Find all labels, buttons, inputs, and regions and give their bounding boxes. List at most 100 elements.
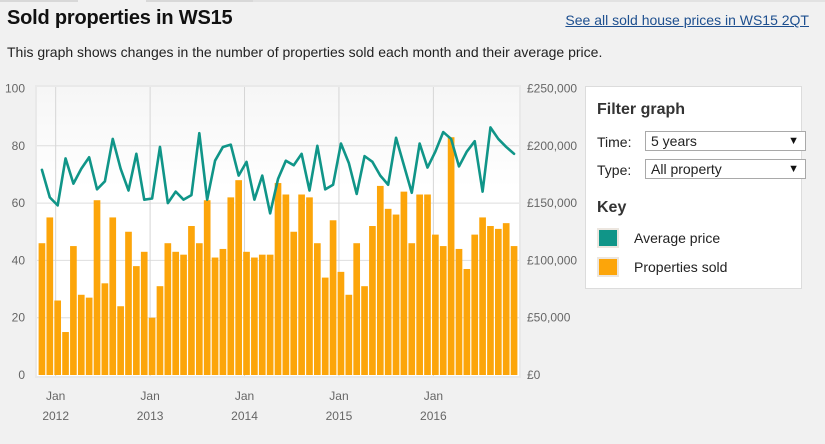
bar (369, 226, 376, 375)
properties-sold-bars (38, 137, 518, 375)
see-all-sold-prices-link[interactable]: See all sold house prices in WS15 2QT (565, 12, 809, 28)
bar (85, 297, 93, 375)
bar (243, 251, 250, 375)
bar (70, 246, 77, 375)
x-axis-month-label: Jan (329, 389, 348, 403)
right-axis-tick-label: £200,000 (527, 139, 577, 153)
left-axis-tick-label: 40 (12, 253, 26, 267)
right-axis-tick-label: £100,000 (527, 253, 577, 267)
bar (172, 251, 180, 375)
bar (251, 257, 258, 375)
left-axis-tick-label: 100 (5, 82, 25, 96)
right-axis-tick-label: £0 (527, 368, 541, 382)
bar (274, 183, 282, 375)
bar (140, 251, 148, 375)
right-axis-tick-label: £250,000 (527, 82, 577, 96)
dropdown-arrow-icon: ▼ (788, 135, 799, 147)
bar (266, 254, 274, 375)
bar (408, 243, 416, 375)
bar (77, 294, 85, 375)
x-axis-month-label: Jan (140, 389, 159, 403)
tab-strip-edge (0, 0, 825, 3)
bar (38, 243, 46, 375)
bar (447, 137, 455, 375)
bar (487, 226, 494, 375)
x-axis-year-label: 2016 (420, 409, 447, 423)
x-axis-month-label: Jan (46, 389, 65, 403)
x-axis-year-label: 2013 (137, 409, 164, 423)
bar (93, 200, 101, 375)
bar (306, 197, 313, 375)
bar (46, 217, 54, 375)
filter-graph-panel: Filter graph Time: 5 years ▼ Type: All p… (585, 86, 806, 289)
type-label: Type: (597, 162, 632, 178)
left-axis-tick-label: 20 (12, 311, 26, 325)
bar (164, 243, 172, 375)
bar (502, 223, 510, 375)
bar (510, 246, 518, 375)
x-axis-month-label: Jan (424, 389, 443, 403)
right-axis-ticks: £0 £50,000 £100,000 £150,000 £200,000 £250,00… (527, 82, 577, 383)
bar (479, 217, 486, 375)
dropdown-arrow-icon: ▼ (788, 163, 799, 175)
x-axis-year-label: 2012 (42, 409, 69, 423)
bar (432, 234, 439, 375)
bar (117, 306, 124, 375)
key-label: Properties sold (634, 259, 728, 275)
bar (125, 231, 132, 375)
average-price-line (40, 126, 516, 215)
bar (424, 194, 431, 375)
bar (384, 208, 392, 375)
bar (258, 254, 266, 375)
key-label: Average price (634, 230, 721, 246)
bar (471, 234, 479, 375)
bar (156, 286, 164, 375)
type-select-value: All property (651, 161, 722, 177)
time-label: Time: (597, 134, 632, 150)
bar (235, 180, 242, 375)
right-axis-tick-label: £50,000 (527, 311, 571, 325)
right-axis-tick-label: £150,000 (527, 196, 577, 210)
key-heading: Key (597, 199, 627, 216)
graph-description: This graph shows changes in the number o… (7, 44, 603, 60)
bar (361, 286, 368, 375)
bar (290, 231, 298, 375)
bar (337, 271, 345, 375)
bar (463, 268, 471, 375)
bar (203, 200, 211, 375)
bar (329, 220, 337, 375)
bar (298, 194, 305, 375)
x-axis-month-label: Jan (235, 389, 254, 403)
bar (400, 191, 408, 375)
average-price-swatch (597, 228, 619, 248)
bar (416, 194, 423, 375)
left-axis-ticks: 0 20 40 60 80 100 (5, 82, 25, 383)
bar (211, 257, 219, 375)
time-select-value: 5 years (651, 133, 697, 149)
left-axis-tick-label: 80 (12, 139, 26, 153)
bar (439, 246, 447, 375)
sold-properties-chart: 0 20 40 60 80 100 £0 £50,000 £100,000 £150,000 £2… (5, 82, 577, 424)
bar (109, 217, 117, 375)
properties-sold-swatch (597, 257, 619, 277)
bar (282, 194, 290, 375)
x-axis-year-label: 2015 (326, 409, 353, 423)
bar (101, 283, 109, 375)
left-axis-tick-label: 0 (18, 368, 25, 382)
bar (133, 266, 140, 375)
bar (494, 228, 502, 375)
time-select[interactable]: 5 years ▼ (645, 131, 806, 151)
x-axis-year-label: 2014 (231, 409, 258, 423)
bar (345, 294, 353, 375)
bar (180, 254, 187, 375)
bar (455, 248, 463, 375)
bar (314, 243, 321, 375)
bar (62, 332, 69, 375)
bar (227, 197, 235, 375)
bar (321, 277, 329, 375)
filter-heading: Filter graph (597, 101, 686, 118)
type-select[interactable]: All property ▼ (645, 159, 806, 179)
bar (195, 243, 203, 375)
bar (148, 317, 156, 375)
bar (376, 185, 384, 375)
